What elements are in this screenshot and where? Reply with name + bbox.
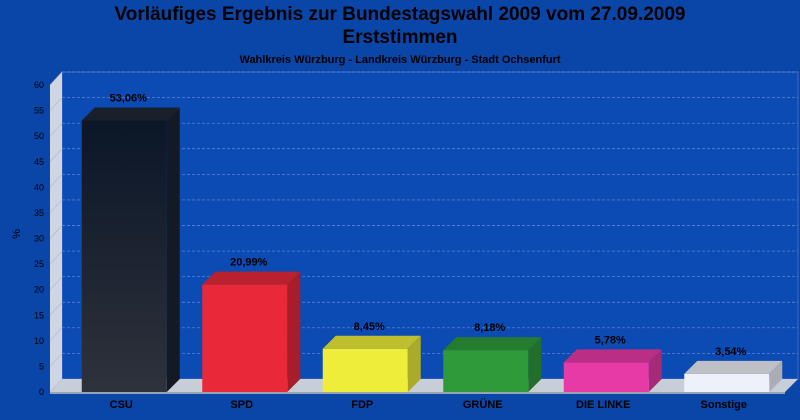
bar-side-spd — [287, 271, 301, 392]
bar-sonstige — [684, 373, 770, 392]
data-label-fdp: 8,45% — [354, 321, 385, 333]
bar-top-die-linke — [563, 349, 662, 363]
gridline-side — [49, 302, 63, 316]
bar-die-linke — [563, 362, 649, 392]
gridline-side — [49, 327, 63, 342]
gridline-side — [49, 148, 63, 162]
bar-top-csu — [81, 107, 180, 121]
chart-subtitle: Wahlkreis Würzburg - Landkreis Würzburg … — [239, 54, 561, 66]
y-tick-label: 50 — [34, 131, 44, 141]
gridline-side — [49, 71, 63, 86]
x-tick-label-csu: CSU — [110, 399, 133, 411]
bar-fdp — [322, 348, 408, 392]
y-tick-label: 5 — [39, 361, 44, 371]
bar-side-sonstige — [769, 360, 783, 392]
y-tick-label: 10 — [34, 336, 44, 346]
y-tick-label: 20 — [34, 285, 44, 295]
gridline-side — [49, 250, 63, 265]
y-tick-label: 45 — [34, 157, 44, 167]
bar-gr-ne — [443, 350, 529, 392]
data-label-csu: 53,06% — [110, 93, 148, 105]
x-tick-label-sonstige: Sonstige — [701, 399, 747, 411]
chart-title-line2: Erststimmen — [342, 27, 458, 48]
y-tick-label: 30 — [34, 234, 44, 244]
bar-top-spd — [202, 271, 301, 285]
gridline-side — [49, 122, 63, 137]
bar-side-gr-ne — [528, 337, 542, 392]
data-label-gr-ne: 8,18% — [474, 322, 505, 334]
data-label-spd: 20,99% — [230, 257, 268, 269]
bar-side-csu — [166, 107, 180, 392]
y-tick-label: 0 — [39, 387, 44, 397]
x-tick-label-die-linke: DIE LINKE — [576, 399, 630, 411]
gridline-side — [49, 353, 63, 367]
gridline-side — [49, 225, 63, 239]
bar-side-fdp — [407, 335, 421, 392]
gridline-side — [49, 174, 63, 188]
gridline-side — [49, 97, 63, 111]
chart-title: Vorläufiges Ergebnis zur Bundestagswahl … — [114, 4, 686, 25]
x-tick-label-fdp: FDP — [351, 399, 373, 411]
bar-top-sonstige — [684, 360, 783, 374]
plot-floor-edge — [50, 392, 785, 394]
y-tick-label: 55 — [34, 106, 44, 116]
x-tick-label-gr-ne: GRÜNE — [463, 398, 503, 411]
y-tick-label: 15 — [34, 310, 44, 320]
data-label-sonstige: 3,54% — [715, 346, 746, 358]
bar-spd — [202, 284, 288, 392]
bar-side-die-linke — [648, 349, 662, 392]
y-tick-label: 40 — [34, 182, 44, 192]
y-tick-label: 60 — [34, 80, 44, 90]
data-label-die-linke: 5,78% — [595, 334, 626, 346]
x-tick-label-spd: SPD — [230, 399, 253, 411]
gridline-side — [49, 199, 63, 214]
bar-csu — [81, 120, 167, 392]
bar-top-fdp — [322, 335, 421, 349]
bar-top-gr-ne — [443, 337, 542, 351]
y-axis-label: % — [11, 229, 23, 239]
gridline-side — [49, 276, 63, 290]
y-tick-label: 25 — [34, 259, 44, 269]
y-tick-label: 35 — [34, 208, 44, 218]
